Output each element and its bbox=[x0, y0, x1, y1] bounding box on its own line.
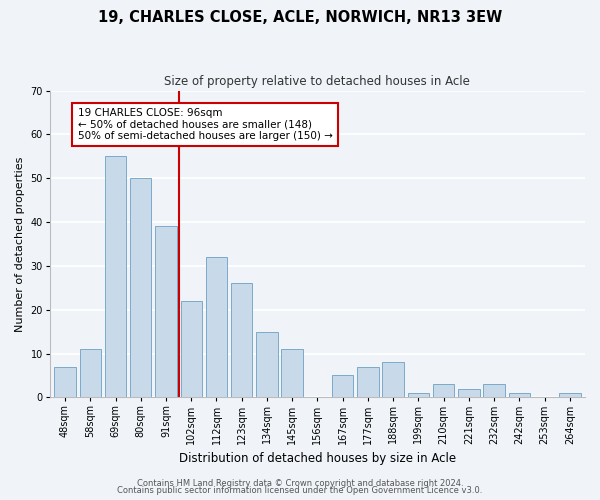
Bar bbox=[559, 393, 581, 398]
Bar bbox=[231, 284, 253, 398]
X-axis label: Distribution of detached houses by size in Acle: Distribution of detached houses by size … bbox=[179, 452, 456, 465]
Bar bbox=[155, 226, 177, 398]
Bar bbox=[484, 384, 505, 398]
Text: Contains public sector information licensed under the Open Government Licence v3: Contains public sector information licen… bbox=[118, 486, 482, 495]
Y-axis label: Number of detached properties: Number of detached properties bbox=[15, 156, 25, 332]
Bar bbox=[105, 156, 126, 398]
Bar bbox=[256, 332, 278, 398]
Bar bbox=[509, 393, 530, 398]
Title: Size of property relative to detached houses in Acle: Size of property relative to detached ho… bbox=[164, 75, 470, 88]
Bar bbox=[281, 349, 303, 398]
Bar bbox=[357, 366, 379, 398]
Bar bbox=[433, 384, 454, 398]
Text: 19, CHARLES CLOSE, ACLE, NORWICH, NR13 3EW: 19, CHARLES CLOSE, ACLE, NORWICH, NR13 3… bbox=[98, 10, 502, 25]
Bar bbox=[458, 388, 479, 398]
Bar bbox=[54, 366, 76, 398]
Bar bbox=[80, 349, 101, 398]
Bar bbox=[206, 257, 227, 398]
Bar bbox=[407, 393, 429, 398]
Text: Contains HM Land Registry data © Crown copyright and database right 2024.: Contains HM Land Registry data © Crown c… bbox=[137, 478, 463, 488]
Bar bbox=[382, 362, 404, 398]
Bar bbox=[332, 376, 353, 398]
Text: 19 CHARLES CLOSE: 96sqm
← 50% of detached houses are smaller (148)
50% of semi-d: 19 CHARLES CLOSE: 96sqm ← 50% of detache… bbox=[77, 108, 332, 142]
Bar bbox=[130, 178, 151, 398]
Bar bbox=[181, 301, 202, 398]
